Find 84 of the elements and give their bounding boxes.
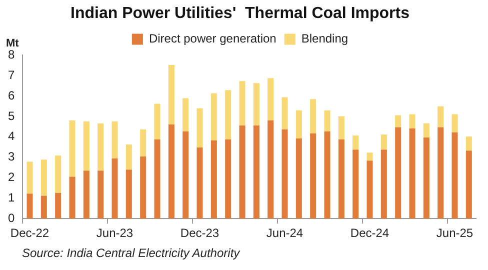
y-tick-label: 1 [8,190,15,204]
y-tick-label: 0 [8,210,15,225]
bar [140,156,146,219]
bar [282,97,288,130]
bar [112,158,118,219]
bar [438,127,444,219]
bar [69,176,76,219]
bar [69,120,76,177]
bar [310,99,316,134]
bar [423,123,430,138]
bar [352,135,359,150]
bar [452,114,458,132]
bar [83,121,90,171]
y-axis-title: Mt [6,38,20,50]
bar [210,140,217,219]
bar [182,98,189,132]
bar [338,116,344,140]
bar [380,150,387,219]
legend-label: Direct power generation [148,32,276,46]
bar [310,133,316,219]
bar [55,155,62,193]
x-tick-label: Dec-23 [180,226,220,240]
bar [409,128,416,219]
bar [154,104,160,140]
bar [338,139,344,219]
x-tick-label: Dec-24 [350,226,390,240]
bar [98,170,104,219]
bar [98,123,104,171]
bar [296,110,302,139]
bar [26,194,33,219]
bar [366,152,373,161]
y-tick-label: 8 [8,48,15,62]
bar [409,114,416,128]
bar [352,150,359,219]
bar [438,106,444,128]
bar [324,110,330,132]
x-tick-label: Dec-22 [10,226,50,240]
bar [282,129,288,219]
bar [395,115,402,128]
bar [126,170,132,219]
bar [182,131,189,219]
chart-title: Indian Power Utilities' Thermal Coal Imports [70,5,410,22]
bar [324,131,330,219]
bar [83,170,90,219]
bar [366,160,373,219]
bar [452,132,458,219]
bar [268,78,274,120]
x-tick-label: Jun-24 [266,226,304,240]
bar [268,120,274,219]
bar [380,134,387,150]
bar [239,125,246,219]
y-tick-label: 6 [8,88,15,102]
bar [296,138,302,219]
bar [126,144,132,170]
bar [26,162,33,194]
y-tick-label: 5 [8,108,15,123]
bar [210,93,217,140]
y-tick-label: 4 [8,129,15,144]
bar [40,196,47,219]
bar [55,192,62,219]
bar [225,90,232,140]
bar [395,127,402,219]
bar [140,129,146,157]
bar [466,150,472,219]
source-note: Source: India Central Electricity Authority [22,246,240,260]
bar [253,83,260,126]
bar [225,139,232,219]
y-tick-label: 2 [8,170,15,184]
bar [168,124,174,219]
bar [168,65,174,124]
bar [112,121,118,159]
bar [239,81,246,126]
bar [466,136,472,151]
bar [253,125,260,219]
bar [196,148,203,219]
y-tick-label: 7 [8,68,15,82]
x-tick-label: Jun-25 [436,226,474,240]
y-tick-label: 3 [8,150,15,164]
bar [154,139,160,219]
legend-label: Blending [301,32,348,46]
x-tick-label: Jun-23 [96,226,134,240]
bar [196,108,203,148]
bar [40,160,47,196]
bar [423,138,430,219]
